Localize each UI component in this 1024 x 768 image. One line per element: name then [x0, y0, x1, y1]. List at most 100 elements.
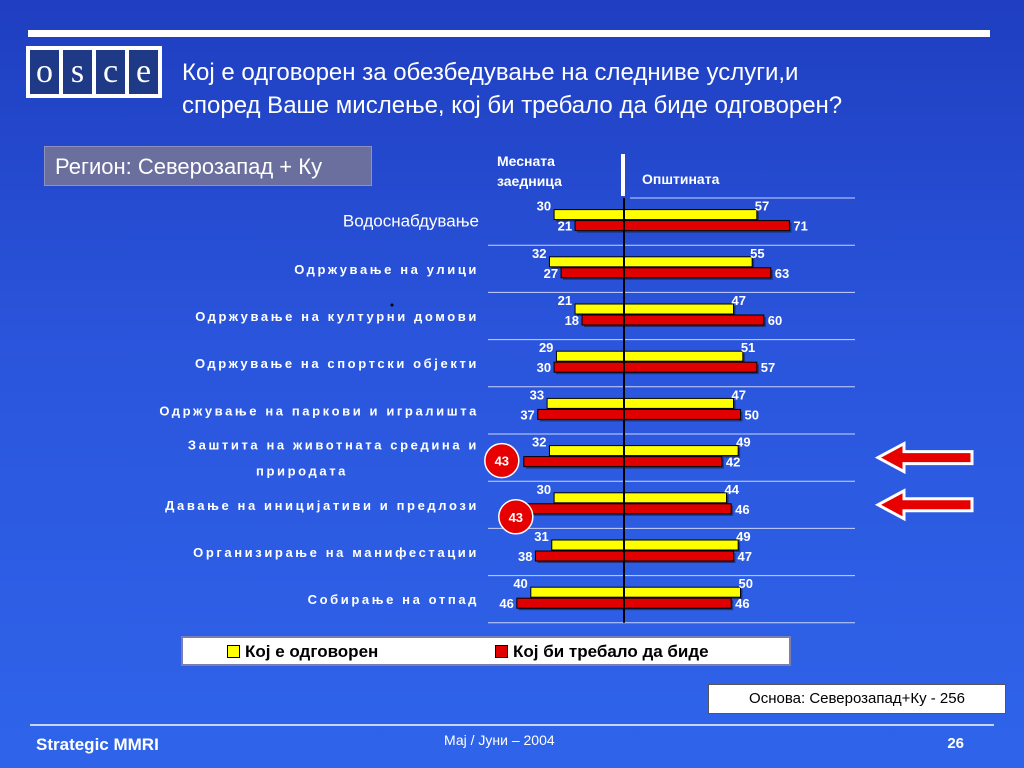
- legend-item-should: Кој би требало да биде: [495, 642, 709, 662]
- category-label: Одржување на спортски објекти: [195, 356, 479, 371]
- bar-local-current: [574, 303, 625, 315]
- value-label-municipality-should: 46: [735, 502, 749, 517]
- bar-municipality-should: [623, 408, 741, 420]
- value-label-local-should: 46: [499, 596, 513, 611]
- footer-brand: Strategic MMRI: [36, 735, 159, 754]
- category-label: Одржување на паркови и игралишта: [159, 403, 479, 418]
- bar-municipality-should: [623, 361, 758, 373]
- value-label-local-should: 18: [565, 313, 579, 328]
- bar-local-current: [551, 539, 625, 551]
- value-label-municipality-current: 55: [750, 246, 764, 261]
- value-label-local-should: 43: [495, 454, 509, 469]
- bar-municipality-should: [623, 314, 765, 326]
- value-label-local-current: 32: [532, 246, 546, 261]
- bar-local-current: [530, 586, 625, 598]
- bar-local-should: [560, 267, 625, 279]
- bar-local-should: [523, 503, 625, 515]
- value-label-local-should: 21: [558, 219, 572, 234]
- highlight-arrow: [874, 488, 974, 522]
- value-label-local-current: 32: [532, 435, 546, 450]
- stray-dot: [390, 303, 394, 307]
- value-label-municipality-should: 46: [735, 596, 749, 611]
- slide-title: Кој е одговорен за обезбедување на следн…: [182, 56, 1012, 122]
- bar-local-current: [548, 256, 625, 268]
- value-label-municipality-current: 44: [725, 482, 740, 497]
- highlight-circle: [484, 442, 520, 479]
- value-label-local-current: 29: [539, 340, 553, 355]
- bar-local-should: [574, 220, 625, 232]
- top-rule: [28, 30, 990, 37]
- bar-local-current: [546, 397, 625, 409]
- value-label-municipality-current: 47: [732, 293, 746, 308]
- value-label-local-should: 30: [537, 360, 551, 375]
- value-label-local-current: 30: [537, 199, 551, 214]
- footer-date: Мај / Јуни – 2004: [444, 732, 555, 748]
- diverging-bar-chart: Месната заедница Општината Водоснабдување 30…: [159, 153, 974, 624]
- value-label-local-should: 37: [520, 407, 534, 422]
- category-label: Одржување на културни домови: [195, 309, 479, 324]
- value-label-local-current: 33: [530, 387, 544, 402]
- bar-municipality-current: [623, 209, 758, 221]
- category-label: Одржување на улици: [294, 262, 479, 277]
- bar-local-should: [523, 456, 625, 468]
- bar-municipality-current: [623, 256, 753, 268]
- value-label-municipality-current: 49: [736, 435, 750, 450]
- value-label-municipality-should: 42: [726, 455, 740, 470]
- bar-local-should: [537, 408, 625, 420]
- title-line-2: според Ваше мислење, кој би требало да б…: [182, 92, 843, 119]
- bar-municipality-current: [623, 492, 728, 504]
- value-label-local-current: 30: [537, 482, 551, 497]
- bar-municipality-current: [623, 397, 735, 409]
- value-label-municipality-current: 49: [736, 529, 750, 544]
- value-label-municipality-current: 50: [739, 576, 753, 591]
- footer-rule: [30, 724, 994, 726]
- value-label-local-current: 40: [513, 576, 527, 591]
- value-label-local-should: 27: [544, 266, 558, 281]
- value-label-local-should: 43: [509, 510, 523, 525]
- value-label-municipality-should: 63: [775, 266, 789, 281]
- value-label-local-should: 38: [518, 549, 532, 564]
- value-label-municipality-should: 47: [738, 549, 752, 564]
- value-label-municipality-current: 47: [732, 387, 746, 402]
- bar-local-current: [548, 445, 625, 457]
- bar-municipality-current: [623, 303, 735, 315]
- bar-municipality-current: [623, 539, 739, 551]
- page-number: 26: [947, 735, 964, 752]
- legend: Кој е одговорен Кој би требало да биде: [181, 636, 791, 666]
- legend-swatch-yellow: [227, 644, 240, 658]
- column-header-municipality: Општината: [642, 171, 720, 187]
- bar-municipality-should: [623, 597, 732, 609]
- value-label-municipality-should: 50: [745, 407, 759, 422]
- logo-letter: o: [29, 49, 60, 95]
- value-label-municipality-current: 57: [755, 199, 769, 214]
- bar-municipality-current: [623, 350, 744, 362]
- title-line-1: Кој е одговорен за обезбедување на следн…: [182, 59, 799, 86]
- bar-local-should: [581, 314, 625, 326]
- value-label-municipality-should: 60: [768, 313, 782, 328]
- region-label: Регион: Северозапад + Ку: [44, 146, 372, 186]
- column-header-local: Месната заедница: [497, 153, 562, 189]
- category-label: Давање на иницијативи и предлози: [165, 498, 479, 513]
- bar-municipality-should: [623, 503, 732, 515]
- base-note: Основа: Северозапад+Ку - 256: [708, 684, 1006, 714]
- header-divider: [621, 154, 625, 196]
- highlight-circle: [498, 499, 534, 535]
- legend-swatch-red: [495, 644, 508, 658]
- bar-municipality-should: [623, 267, 772, 279]
- category-label: Собирање на отпад: [308, 592, 479, 607]
- logo-letter: s: [62, 49, 93, 95]
- bar-local-should: [516, 597, 625, 609]
- bar-local-current: [555, 350, 625, 362]
- bar-municipality-should: [623, 456, 723, 468]
- legend-item-current: Кој е одговорен: [227, 642, 378, 662]
- category-label: Водоснабдување: [343, 212, 479, 231]
- value-label-local-current: 31: [534, 529, 548, 544]
- category-label: Заштита на животната средина и природата: [188, 438, 479, 479]
- logo-letter: c: [95, 49, 126, 95]
- bar-local-should: [553, 361, 625, 373]
- bar-municipality-should: [623, 220, 790, 232]
- bar-municipality-current: [623, 445, 739, 457]
- highlight-arrow: [874, 441, 974, 475]
- bar-municipality-current: [623, 586, 741, 598]
- value-label-municipality-should: 71: [793, 219, 807, 234]
